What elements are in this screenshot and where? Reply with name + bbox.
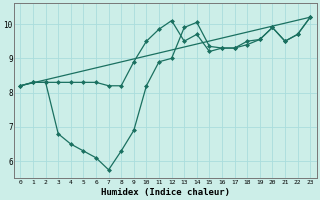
X-axis label: Humidex (Indice chaleur): Humidex (Indice chaleur) — [101, 188, 230, 197]
